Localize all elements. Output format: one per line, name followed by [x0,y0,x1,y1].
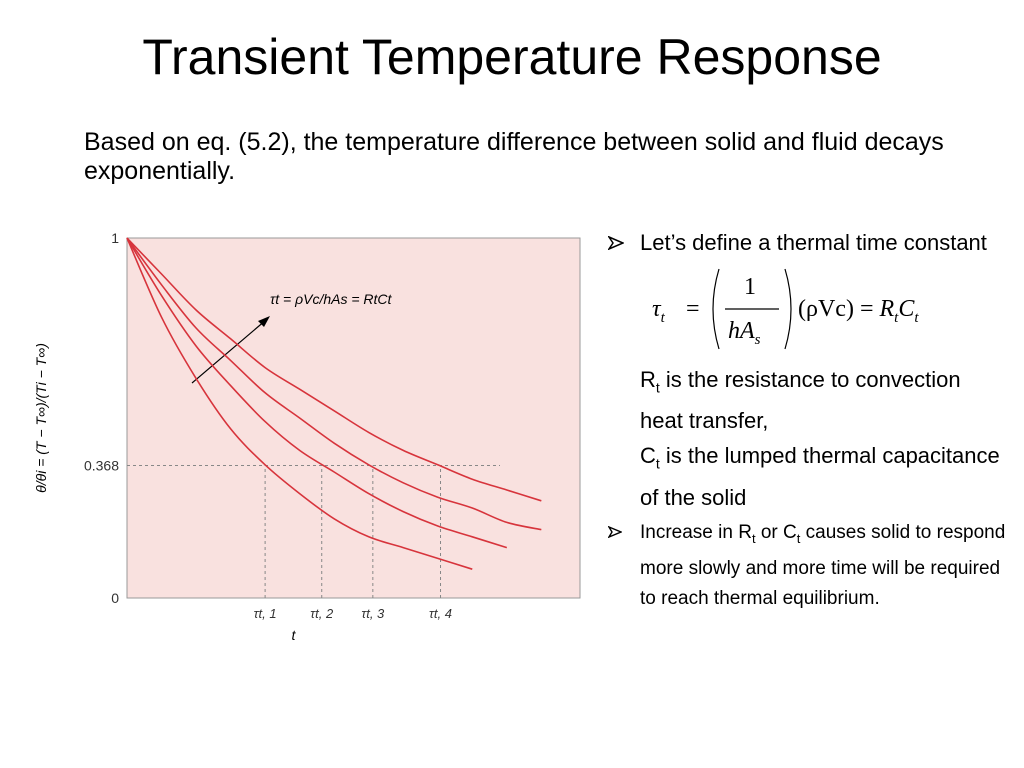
eq: = [859,296,874,322]
plot-area [126,237,581,599]
sub: s [754,331,761,348]
note: Rt is the resistance to convection heat … [606,363,1006,437]
text: Increase in R [640,521,752,543]
note-text: is the lumped thermal capacitance of the… [640,443,1000,510]
note: Ct is the lumped thermal capacitance of … [606,439,1006,513]
x-tick-label: τt, 3 [361,606,385,621]
annotation-arrow [191,319,267,384]
bullet-icon [608,525,622,538]
text: causes solid to respond more slowly and … [640,521,1006,609]
title: Transient Temperature Response [142,29,882,85]
parens [712,268,792,350]
sub: t [660,309,665,326]
sym: R [640,367,656,392]
bullet: Increase in Rt or Ct causes solid to res… [606,518,1006,614]
sub: t [655,379,660,396]
x-tick-label: τt, 1 [254,606,277,621]
annotation-arrowhead [258,316,270,327]
y-tick-label: 0 [111,590,119,606]
den: hA [728,318,755,344]
text: or C [755,521,797,543]
bullet-text: Let’s define a thermal time constant [640,230,987,255]
sym: C [640,443,656,469]
sym: C [898,296,915,322]
y-tick-label: 0.368 [84,458,119,474]
num: 1 [744,274,756,300]
annotation: τt = ρVc/hAs = RtCt [270,291,393,307]
curve [126,237,542,502]
formula: τt = 1 hAs (ρVc) = RtCt [652,265,1006,353]
chart: 0 0.368 1 τt, 1 τt, 2 τt, 3 τt, 4 t θ/θi = (T − … [33,230,581,643]
x-tick-label: τt, 4 [429,606,452,621]
x-axis-label: t [292,627,297,643]
factor: (ρVc) [798,296,854,322]
y-axis-label: θ/θi = (T − T∞)/(Ti − T∞) [33,343,49,493]
bullet-icon [608,236,624,250]
y-tick-label: 1 [111,230,119,246]
sym: τ [652,296,661,322]
eq: = [686,296,700,322]
text-panel: Let’s define a thermal time constant τt … [606,226,1006,614]
sub: t [796,530,801,546]
sub: t [751,530,756,546]
sym: R [879,296,895,322]
x-tick-label: τt, 2 [310,606,334,621]
curve [126,237,473,570]
sub: t [914,309,919,326]
curve [126,237,508,549]
note-text: is the resistance to convection heat tra… [640,367,961,434]
sub: t [894,309,899,326]
sub: t [655,455,660,472]
bullet: Let’s define a thermal time constant [606,226,1006,259]
intro: Based on eq. (5.2), the temperature diff… [84,128,944,185]
curve [126,237,542,531]
